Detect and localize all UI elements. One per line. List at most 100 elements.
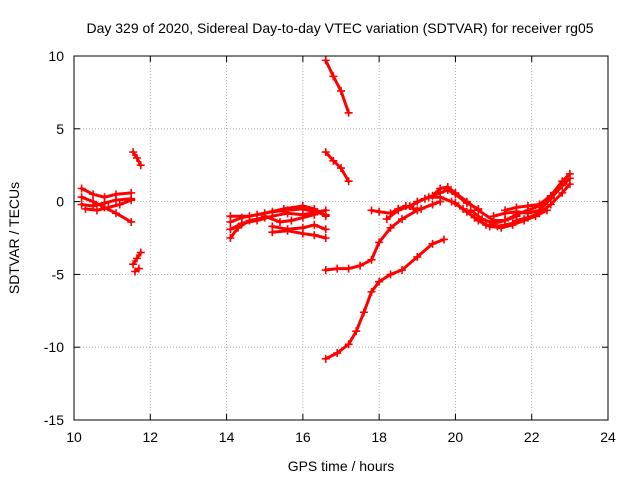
data-point	[321, 210, 330, 219]
plot-frame	[73, 55, 609, 421]
data-point	[127, 217, 136, 226]
x-tick-label: 12	[142, 429, 158, 445]
data-point	[333, 264, 342, 273]
data-point	[565, 180, 574, 189]
data-point	[132, 153, 141, 162]
data-point	[428, 200, 437, 209]
data-point	[321, 148, 330, 157]
data-point	[367, 206, 376, 215]
data-point	[375, 277, 384, 286]
data-point	[375, 238, 384, 247]
series-arc-4	[81, 196, 136, 215]
y-tick-label: 5	[56, 121, 64, 137]
data-point	[337, 86, 345, 95]
data-point	[298, 229, 307, 238]
data-point	[478, 215, 487, 224]
data-point	[321, 266, 330, 275]
data-point	[501, 216, 510, 225]
data-point	[398, 215, 407, 224]
data-point	[546, 200, 555, 209]
series-line	[324, 58, 351, 115]
data-point	[428, 239, 437, 248]
data-point	[489, 219, 498, 228]
series-arc-14	[260, 210, 319, 226]
data-point	[386, 223, 395, 232]
data-point	[226, 234, 235, 242]
data-point	[451, 188, 460, 197]
data-point	[136, 161, 145, 170]
series-arc-13	[268, 226, 330, 242]
series-arc-17	[321, 197, 445, 275]
data-point	[439, 235, 448, 244]
data-point	[546, 193, 555, 202]
series-line	[80, 187, 133, 199]
data-point	[115, 200, 124, 209]
data-point	[344, 177, 353, 186]
data-point	[226, 225, 235, 234]
grid-layer	[74, 56, 608, 420]
data-point	[329, 72, 338, 81]
data-point	[111, 209, 120, 218]
data-point	[565, 169, 574, 178]
data-point	[424, 193, 433, 202]
series-arc-16	[321, 148, 353, 186]
data-point	[77, 193, 86, 202]
data-point	[405, 201, 414, 210]
data-point	[132, 254, 141, 263]
x-tick-label: 24	[600, 429, 616, 445]
y-tick-label: 0	[56, 194, 64, 210]
data-point	[245, 216, 254, 225]
data-point	[398, 266, 407, 275]
y-tick-label: -15	[44, 412, 64, 428]
data-point	[321, 56, 330, 65]
x-tick-label: 18	[371, 429, 387, 445]
data-point	[501, 206, 510, 215]
data-point	[260, 212, 269, 221]
data-point	[413, 197, 422, 206]
y-tick-label: 10	[48, 48, 64, 64]
data-point	[386, 270, 395, 279]
data-point	[535, 209, 544, 218]
data-point	[111, 196, 120, 205]
series-line	[324, 150, 351, 183]
series-arc-27	[466, 193, 555, 228]
data-point	[443, 183, 452, 192]
data-point	[81, 204, 90, 213]
x-axis-title: GPS time / hours	[288, 458, 395, 474]
data-point	[134, 264, 143, 273]
data-point	[237, 213, 246, 222]
data-point	[413, 252, 422, 261]
data-point	[436, 184, 445, 193]
series-arc-26	[512, 180, 574, 225]
data-point	[344, 108, 353, 117]
data-point	[298, 204, 307, 213]
series-arc-1	[77, 184, 136, 202]
series-arc-10	[226, 204, 330, 226]
data-point	[268, 207, 277, 216]
data-point	[310, 210, 319, 219]
series-arc-18	[321, 235, 448, 363]
data-point	[375, 207, 384, 216]
data-point	[428, 191, 437, 200]
y-axis-title: SDTVAR / TECUs	[6, 182, 22, 294]
data-point	[253, 210, 262, 219]
data-point	[344, 264, 353, 273]
data-point	[462, 197, 471, 206]
data-point	[268, 228, 277, 237]
data-point	[92, 206, 101, 215]
data-point	[136, 248, 145, 257]
data-point	[127, 196, 136, 205]
data-point	[489, 212, 498, 221]
data-point	[367, 255, 376, 264]
series-arc-7	[131, 264, 143, 276]
data-point	[321, 225, 330, 234]
data-point	[344, 340, 353, 349]
data-point	[436, 193, 445, 202]
series-line	[324, 238, 446, 361]
data-point	[321, 234, 330, 242]
chart-title: Day 329 of 2020, Sidereal Day-to-day VTE…	[86, 20, 593, 36]
series-arc-5	[129, 148, 145, 170]
data-point	[512, 210, 521, 219]
y-tick-label: -5	[52, 266, 65, 282]
